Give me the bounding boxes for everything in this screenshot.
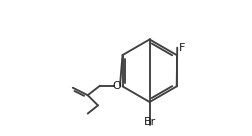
Text: Br: Br <box>143 117 155 127</box>
Text: F: F <box>179 43 185 53</box>
Text: O: O <box>112 81 121 91</box>
